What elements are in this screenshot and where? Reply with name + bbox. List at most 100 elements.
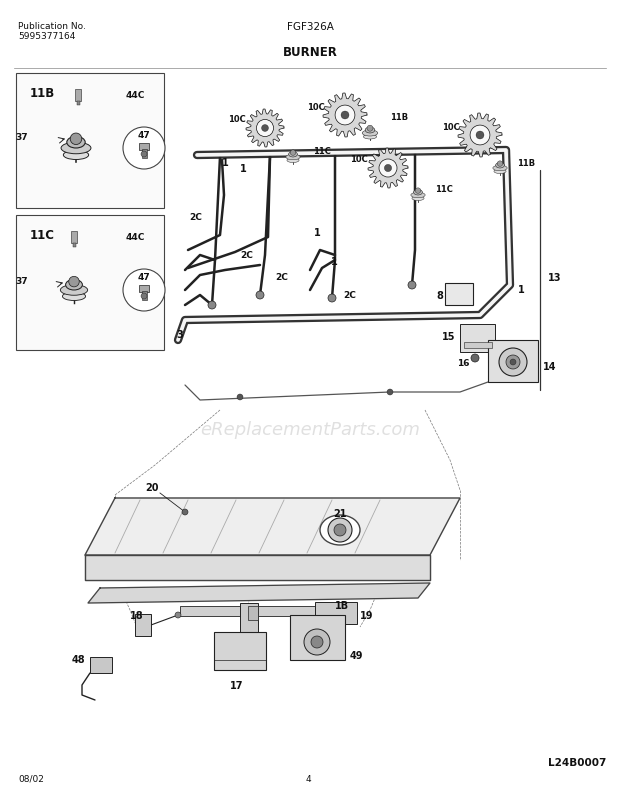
- Text: 8: 8: [436, 291, 443, 301]
- Circle shape: [476, 131, 484, 139]
- Text: 44C: 44C: [126, 91, 145, 99]
- Bar: [141, 291, 146, 300]
- Circle shape: [69, 276, 79, 287]
- Ellipse shape: [411, 192, 425, 198]
- Text: 20: 20: [145, 483, 159, 493]
- Text: 4: 4: [305, 775, 311, 784]
- Text: 15: 15: [441, 332, 455, 342]
- Text: 1B: 1B: [335, 601, 349, 611]
- Ellipse shape: [288, 152, 298, 157]
- Circle shape: [379, 159, 397, 177]
- Circle shape: [510, 359, 516, 365]
- Text: 11C: 11C: [30, 229, 55, 242]
- Text: 10C: 10C: [442, 122, 460, 132]
- Bar: [464, 342, 492, 348]
- Text: 11B: 11B: [390, 114, 408, 122]
- Text: 18: 18: [130, 611, 144, 621]
- Circle shape: [311, 636, 323, 648]
- Bar: [488, 340, 538, 382]
- Circle shape: [262, 125, 268, 132]
- Bar: [290, 615, 345, 660]
- Ellipse shape: [412, 196, 424, 201]
- Text: 44C: 44C: [126, 233, 145, 241]
- Text: 11B: 11B: [517, 159, 535, 168]
- Text: 13: 13: [548, 273, 562, 283]
- Text: 3: 3: [176, 330, 183, 340]
- Polygon shape: [458, 113, 502, 157]
- Bar: [460, 324, 495, 352]
- Text: 2C: 2C: [190, 214, 203, 222]
- Text: 2C: 2C: [241, 250, 254, 260]
- Text: 37: 37: [16, 133, 28, 142]
- Text: 47: 47: [138, 273, 151, 283]
- Text: Publication No.: Publication No.: [18, 22, 86, 31]
- Ellipse shape: [286, 154, 300, 160]
- Circle shape: [237, 394, 243, 400]
- Circle shape: [182, 509, 188, 515]
- Text: eReplacementParts.com: eReplacementParts.com: [200, 421, 420, 439]
- Bar: [214, 632, 266, 670]
- Ellipse shape: [494, 169, 506, 174]
- Polygon shape: [368, 148, 408, 188]
- Bar: [445, 283, 473, 305]
- Polygon shape: [85, 498, 460, 555]
- Text: 10C: 10C: [228, 115, 246, 125]
- Polygon shape: [88, 583, 430, 603]
- Circle shape: [334, 524, 346, 536]
- Text: 49: 49: [350, 651, 363, 661]
- Bar: [141, 149, 146, 158]
- Text: 1: 1: [330, 257, 337, 267]
- Text: 48: 48: [71, 655, 85, 665]
- Circle shape: [335, 105, 355, 125]
- Ellipse shape: [287, 158, 299, 163]
- Bar: [76, 101, 79, 105]
- Text: 2C: 2C: [343, 291, 356, 299]
- Text: 1: 1: [221, 158, 228, 168]
- Circle shape: [123, 127, 165, 169]
- Text: 14: 14: [543, 362, 557, 372]
- Text: 11C: 11C: [313, 148, 331, 156]
- Circle shape: [387, 389, 393, 395]
- Bar: [73, 243, 76, 247]
- Circle shape: [141, 293, 147, 299]
- Text: 1: 1: [239, 164, 246, 174]
- Circle shape: [304, 629, 330, 655]
- Circle shape: [341, 111, 349, 119]
- Ellipse shape: [493, 165, 507, 171]
- Circle shape: [123, 269, 165, 311]
- Bar: [71, 231, 77, 243]
- Bar: [75, 89, 81, 101]
- Ellipse shape: [495, 163, 505, 168]
- Circle shape: [471, 354, 479, 362]
- Text: L24B0007: L24B0007: [548, 758, 606, 768]
- Text: 5995377164: 5995377164: [18, 32, 76, 41]
- Circle shape: [384, 164, 392, 172]
- Ellipse shape: [363, 134, 376, 139]
- Bar: [16, 73, 164, 208]
- Circle shape: [328, 518, 352, 542]
- Circle shape: [257, 119, 273, 137]
- Text: 21: 21: [334, 509, 347, 519]
- Text: 37: 37: [16, 277, 28, 287]
- Circle shape: [367, 125, 373, 131]
- Bar: [315, 602, 357, 624]
- Circle shape: [328, 294, 336, 302]
- Circle shape: [497, 161, 503, 167]
- Bar: [90, 657, 112, 673]
- Text: 2C: 2C: [275, 273, 288, 283]
- Text: BURNER: BURNER: [283, 46, 337, 59]
- Ellipse shape: [60, 285, 87, 295]
- Polygon shape: [246, 109, 284, 147]
- Text: 17: 17: [230, 681, 244, 691]
- Text: 10C: 10C: [308, 102, 325, 111]
- Ellipse shape: [66, 279, 82, 290]
- Bar: [240, 603, 258, 633]
- Text: 08/02: 08/02: [18, 775, 44, 784]
- Ellipse shape: [61, 142, 91, 154]
- Polygon shape: [323, 93, 367, 137]
- Ellipse shape: [63, 150, 89, 160]
- Text: FGF326A: FGF326A: [286, 22, 334, 32]
- Circle shape: [408, 281, 416, 289]
- Circle shape: [141, 151, 147, 157]
- Ellipse shape: [63, 292, 86, 300]
